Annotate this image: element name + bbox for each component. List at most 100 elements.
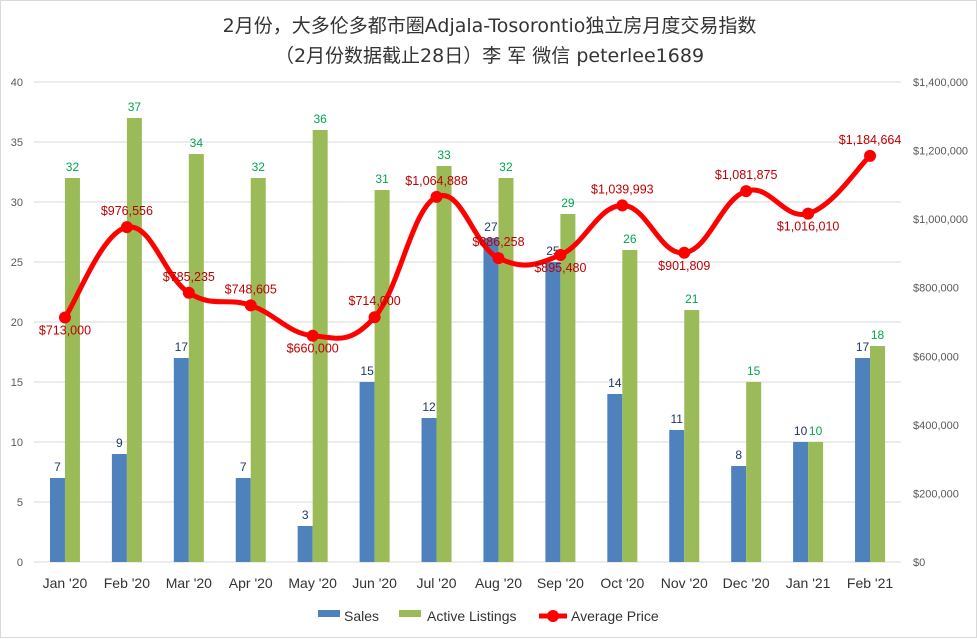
average-price-point (244, 299, 257, 312)
chart-subtitle: （2月份数据截止28日）李 军 微信 peterlee1689 (274, 45, 705, 67)
legend-label-average-price: Average Price (571, 608, 659, 624)
average-price-point (58, 311, 71, 324)
x-tick-label: Aug '20 (475, 575, 522, 591)
average-price-point (616, 199, 629, 212)
sales-data-label: 3 (302, 508, 309, 522)
sales-bar (235, 478, 251, 562)
average-price-data-label: $1,081,875 (715, 168, 778, 182)
sales-data-label: 9 (116, 436, 123, 450)
sales-data-label: 15 (360, 364, 374, 378)
average-price-point (430, 190, 443, 203)
sales-data-label: 7 (54, 460, 61, 474)
active-listings-data-label: 32 (66, 160, 80, 174)
y-left-tick-label: 25 (11, 257, 23, 269)
sales-bar (359, 382, 375, 562)
sales-bar (607, 394, 623, 562)
sales-data-label: 14 (608, 376, 622, 390)
average-price-data-label: $785,235 (163, 270, 215, 284)
sales-bar (297, 526, 313, 562)
active-listings-data-label: 15 (747, 364, 761, 378)
bar-data-labels: 7329371734732336153112332732252914261121… (54, 100, 884, 522)
average-price-data-label: $976,556 (101, 204, 153, 218)
active-listings-data-label: 32 (499, 160, 513, 174)
x-tick-label: Sep '20 (537, 575, 584, 591)
x-axis-tick-labels: Jan '20 Feb '20 Mar '20 Apr '20 May '20 Jun '… (43, 575, 894, 591)
y-left-tick-label: 10 (11, 437, 23, 449)
sales-bar (855, 358, 871, 562)
y-left-tick-label: 30 (11, 197, 23, 209)
y-right-tick-label: $1,400,000 (913, 77, 968, 89)
active-listings-bar (560, 214, 576, 562)
average-price-data-label: $748,605 (225, 282, 277, 296)
y-right-tick-label: $800,000 (913, 283, 959, 295)
active-listings-bar (870, 346, 886, 562)
average-price-point (864, 149, 877, 162)
sales-bar (421, 418, 437, 562)
average-price-data-label: $1,039,993 (591, 182, 654, 196)
average-price-data-label: $886,258 (472, 235, 524, 249)
sales-bar (793, 442, 809, 562)
active-listings-bar (746, 382, 762, 562)
active-listings-bar (126, 118, 142, 562)
active-listings-bar (188, 154, 204, 562)
y-right-tick-label: $0 (913, 557, 925, 569)
legend-swatch-active-listings (399, 610, 421, 617)
active-listings-data-label: 32 (252, 160, 266, 174)
sales-data-label: 7 (240, 460, 247, 474)
active-listings-data-label: 31 (375, 172, 389, 186)
y-left-tick-label: 0 (17, 557, 23, 569)
sales-data-label: 12 (422, 400, 436, 414)
average-price-data-label: $895,480 (534, 261, 586, 275)
sales-data-label: 17 (856, 340, 870, 354)
active-listings-bar (498, 178, 514, 562)
sales-data-label: 11 (671, 412, 684, 426)
sales-data-label: 8 (735, 448, 742, 462)
active-listings-bar (622, 250, 638, 562)
y-right-tick-label: $400,000 (913, 420, 959, 432)
bar-marks (49, 118, 886, 562)
active-listings-bar (374, 190, 390, 562)
line-data-labels: $713,000 $976,556 $785,235 $748,605 $660,000… (39, 133, 901, 356)
x-tick-label: Oct '20 (600, 575, 644, 591)
y-right-tick-label: $1,200,000 (913, 146, 968, 158)
gridlines (34, 81, 901, 563)
active-listings-data-label: 37 (128, 100, 142, 114)
active-listings-bar (808, 442, 824, 562)
average-price-data-label: $901,809 (658, 259, 710, 273)
left-axis-tick-labels: 0 5 10 15 20 25 30 35 40 (11, 77, 23, 569)
y-right-tick-label: $600,000 (913, 351, 959, 363)
average-price-point (802, 207, 815, 220)
active-listings-data-label: 29 (561, 196, 575, 210)
x-tick-label: Jul '20 (417, 575, 457, 591)
average-price-point (306, 329, 319, 342)
active-listings-bar (436, 166, 452, 562)
x-tick-label: Nov '20 (661, 575, 708, 591)
y-left-tick-label: 40 (11, 77, 23, 89)
x-tick-label: Dec '20 (723, 575, 770, 591)
legend-label-sales: Sales (344, 608, 379, 624)
sales-bar (49, 478, 65, 562)
active-listings-data-label: 21 (685, 292, 699, 306)
y-right-tick-label: $200,000 (913, 488, 959, 500)
average-price-data-label: $1,184,664 (839, 133, 902, 147)
sales-bar (545, 262, 561, 562)
sales-data-label: 17 (175, 340, 189, 354)
x-tick-label: Apr '20 (229, 575, 273, 591)
average-price-point (492, 252, 505, 265)
sales-bar (173, 358, 189, 562)
x-tick-label: Feb '21 (847, 575, 893, 591)
active-listings-bar (312, 130, 328, 562)
average-price-point (182, 286, 195, 299)
x-tick-label: May '20 (288, 575, 337, 591)
active-listings-data-label: 34 (190, 136, 204, 150)
x-tick-label: Jan '21 (786, 575, 831, 591)
right-axis-tick-labels: $0 $200,000 $400,000 $600,000 $800,000 $1,000… (913, 77, 968, 569)
y-left-tick-label: 15 (11, 377, 23, 389)
active-listings-data-label: 33 (437, 148, 451, 162)
average-price-data-label: $714,000 (349, 294, 401, 308)
chart-legend: Sales Active Listings Average Price (318, 608, 659, 624)
y-left-tick-label: 5 (17, 497, 23, 509)
x-tick-label: Jan '20 (43, 575, 88, 591)
